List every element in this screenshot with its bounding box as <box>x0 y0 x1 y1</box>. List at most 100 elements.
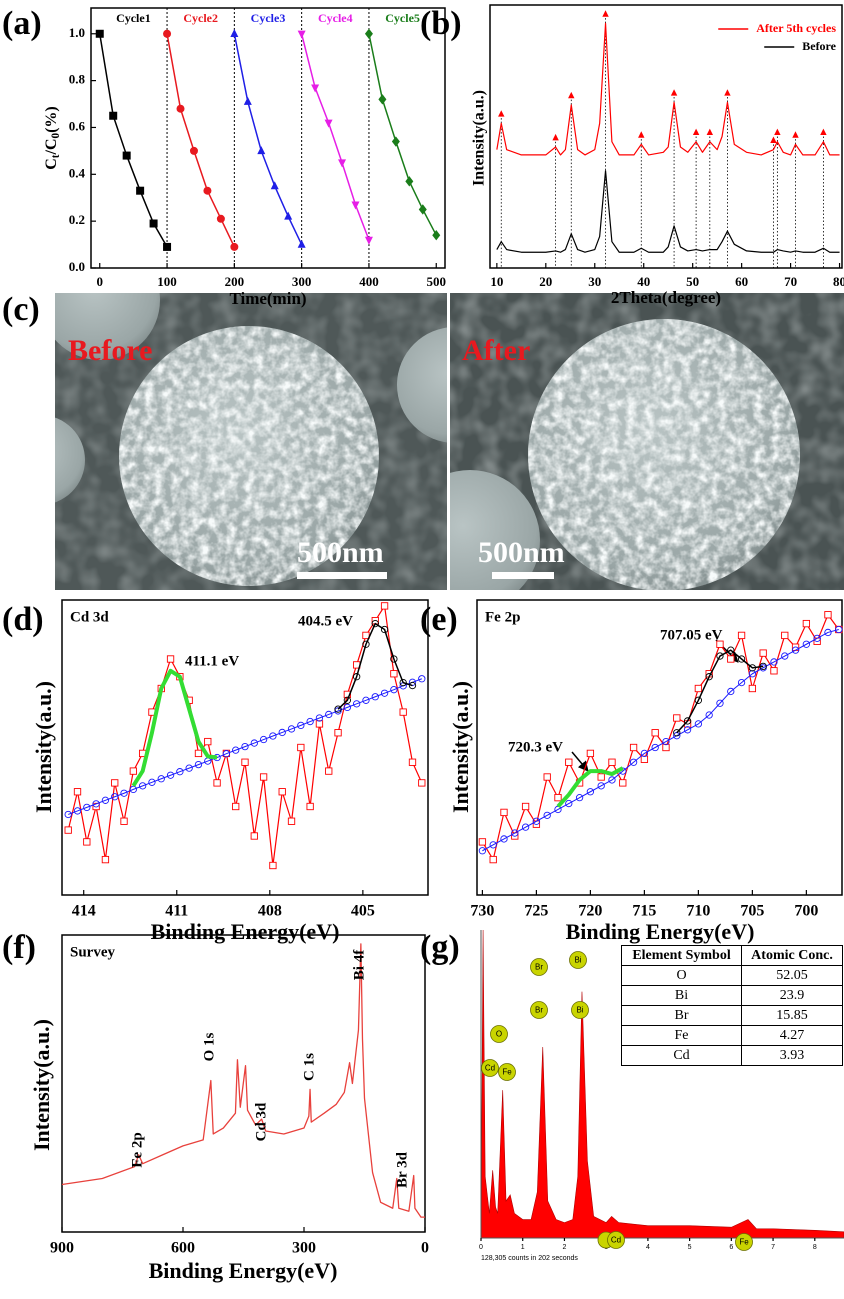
marker <box>64 810 72 819</box>
marker <box>683 717 692 725</box>
element-label: Fe <box>739 1238 749 1247</box>
marker <box>565 758 573 766</box>
marker <box>371 619 379 628</box>
sem-label: After <box>462 334 530 367</box>
series-line <box>337 622 413 710</box>
peak-label: O 1s <box>201 1032 217 1061</box>
marker <box>511 829 519 837</box>
marker <box>586 749 595 758</box>
marker <box>129 785 137 794</box>
marker <box>257 146 266 155</box>
marker <box>351 201 360 210</box>
plot-frame <box>476 599 843 896</box>
marker <box>662 743 670 752</box>
annotation: 404.5 eV <box>298 613 353 629</box>
marker <box>230 242 239 251</box>
table-cell: 4.27 <box>741 1025 843 1046</box>
x-axis-label: Binding Energy(eV) <box>566 919 755 944</box>
marker <box>500 835 508 843</box>
y-tick-label: 0.4 <box>69 165 86 180</box>
marker <box>770 667 778 675</box>
marker <box>111 793 119 801</box>
marker <box>824 628 832 637</box>
x-tick-label: 0 <box>421 1240 429 1257</box>
x-tick-label: 2 <box>562 1244 566 1251</box>
marker <box>311 84 320 93</box>
element-badge <box>490 1025 508 1043</box>
element-badge <box>571 1001 589 1019</box>
marker <box>673 729 681 737</box>
caption: 128,305 counts in 202 seconds <box>481 1255 578 1262</box>
marker <box>727 646 735 654</box>
x-tick-label: 500 <box>427 274 447 289</box>
marker <box>380 625 389 634</box>
marker <box>149 219 158 228</box>
marker <box>297 239 306 248</box>
marker <box>380 602 389 610</box>
marker <box>353 673 361 681</box>
y-axis-label: Ct/C0(%) <box>43 106 62 170</box>
marker <box>334 729 342 737</box>
x-tick-label: 60 <box>735 274 748 289</box>
marker <box>802 619 811 628</box>
marker <box>315 714 324 722</box>
marker <box>353 700 361 708</box>
plot-frame <box>90 7 446 269</box>
element-label: Bi <box>574 956 581 965</box>
peak-label: Bi 4f <box>351 949 367 980</box>
peak-label: C 1s <box>301 1053 317 1081</box>
marker <box>737 655 746 663</box>
marker <box>568 91 575 99</box>
marker <box>111 779 119 787</box>
x-tick-label: 414 <box>72 903 96 920</box>
series-line <box>556 766 624 808</box>
y-tick-label: 0.8 <box>69 72 86 87</box>
series-label: Cycle1 <box>116 11 151 25</box>
marker <box>500 808 508 817</box>
marker <box>813 634 821 642</box>
marker <box>334 707 342 715</box>
marker <box>706 128 714 136</box>
x-tick-label: 20 <box>539 274 552 289</box>
marker <box>120 789 128 797</box>
marker <box>521 802 530 811</box>
element-badge <box>530 1001 548 1019</box>
marker <box>724 89 731 96</box>
element-label: Bi <box>576 1006 583 1015</box>
table-row: Cd 3.93 <box>620 1045 843 1066</box>
marker <box>727 655 735 663</box>
marker <box>770 658 778 666</box>
marker <box>297 30 306 39</box>
marker <box>230 28 239 37</box>
marker <box>824 611 832 619</box>
table-cell: O <box>620 965 743 986</box>
marker <box>250 739 258 747</box>
series-line <box>300 33 370 241</box>
element-badge <box>569 951 587 969</box>
peak-label: Cd 3d <box>253 1102 269 1141</box>
marker <box>543 811 551 819</box>
marker <box>737 631 746 640</box>
marker <box>364 28 373 39</box>
sem-label: Before <box>68 334 152 367</box>
marker <box>362 640 370 648</box>
marker <box>418 779 426 787</box>
x-tick-label: 408 <box>258 903 282 920</box>
eds-table: Element Symbol Atomic Conc. O 52.05 Bi 23.9… <box>620 945 843 1066</box>
marker <box>163 29 172 38</box>
marker <box>362 696 370 704</box>
x-tick-label: 720 <box>578 903 602 920</box>
marker <box>532 817 541 825</box>
marker <box>619 779 627 787</box>
y-axis-label-part: t <box>50 154 62 158</box>
marker <box>759 649 767 657</box>
marker <box>781 631 789 640</box>
panel-title: Fe 2p <box>485 609 520 625</box>
y-axis-label-part: C <box>43 158 60 170</box>
marker <box>694 696 703 704</box>
marker <box>748 670 757 678</box>
marker <box>334 705 342 713</box>
x-tick-label: 405 <box>351 903 375 920</box>
marker <box>136 186 145 195</box>
marker <box>287 817 296 825</box>
